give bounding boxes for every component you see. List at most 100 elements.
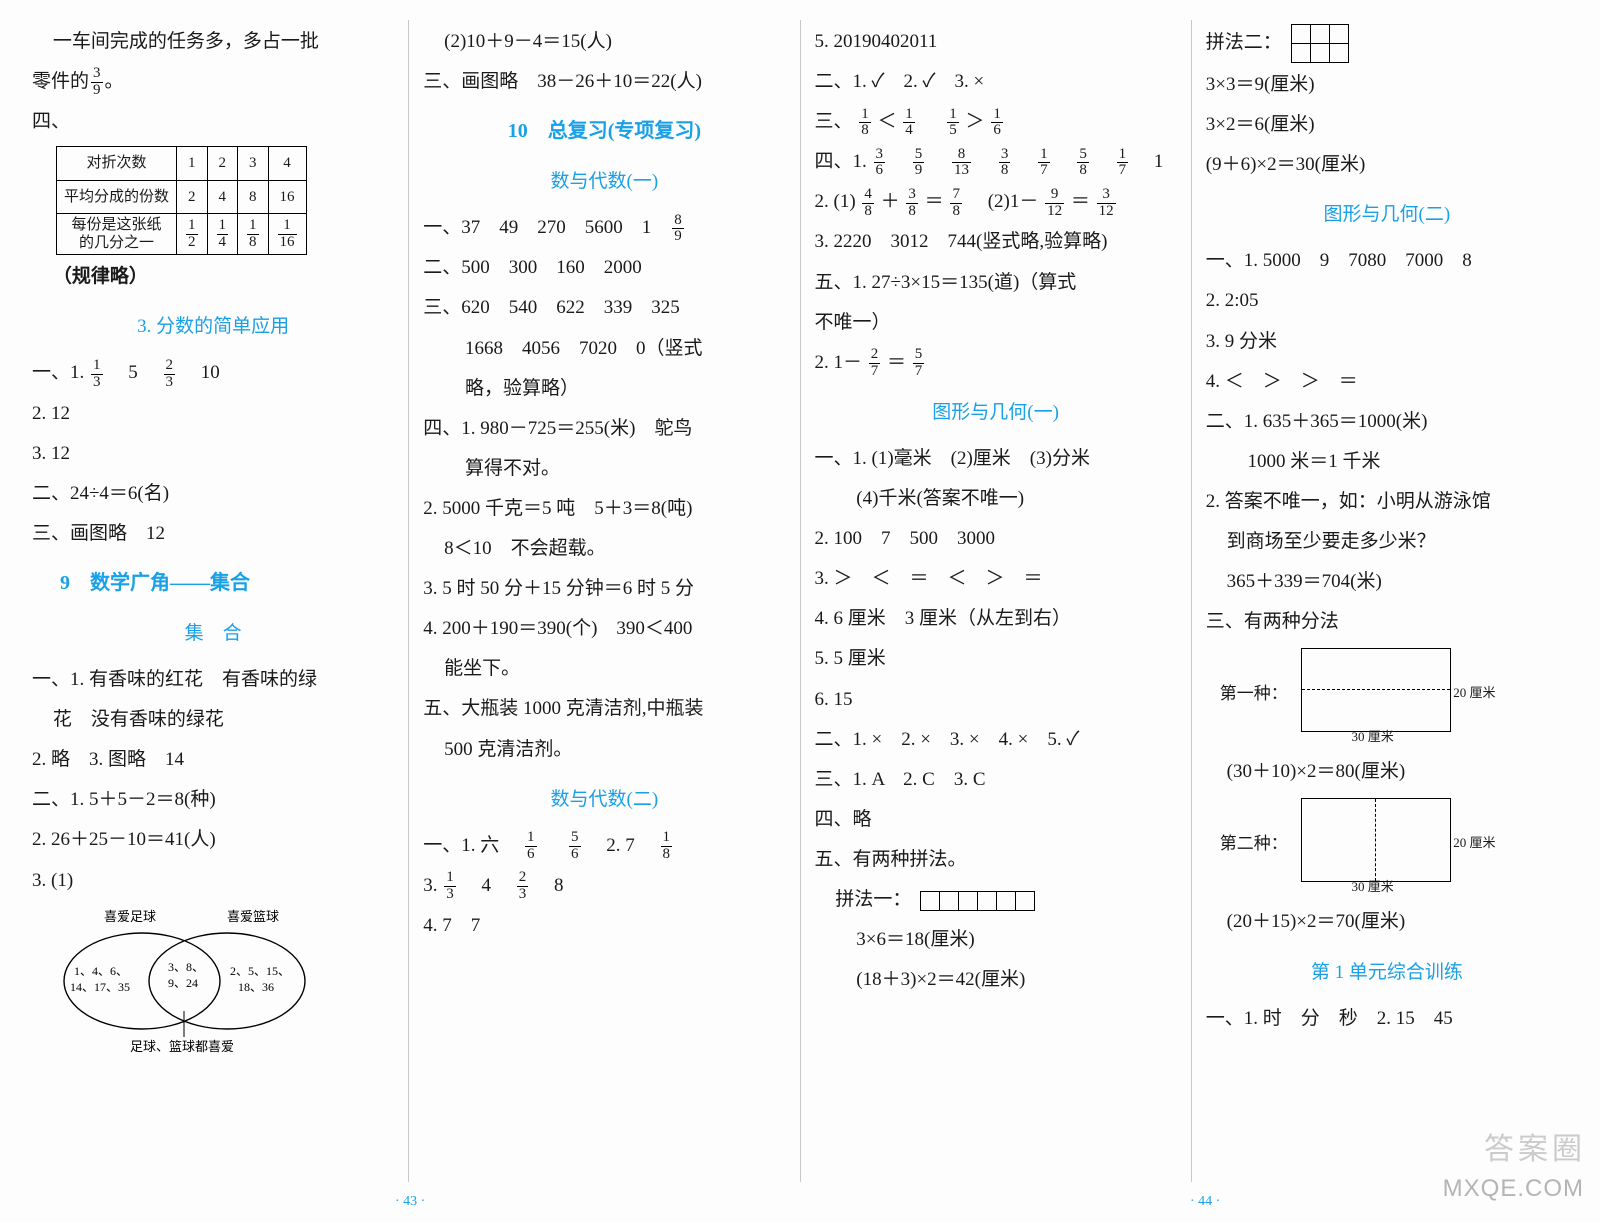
svg-text:1、4、6、: 1、4、6、 <box>74 964 128 978</box>
watermark-small: MXQE.COM <box>1443 1166 1584 1212</box>
text: 二、500 300 160 2000 <box>423 250 785 286</box>
t: 第一种： <box>1220 648 1288 710</box>
t: 2. 1－ <box>815 352 863 373</box>
fraction: 39 <box>91 66 103 99</box>
dim: 30 厘米 <box>1352 875 1394 900</box>
text: 算得不对。 <box>423 451 785 487</box>
cell: 14 <box>207 214 238 255</box>
text: 3. 9 分米 <box>1206 324 1568 360</box>
t: 10 <box>182 362 220 383</box>
fraction: 89 <box>672 213 684 246</box>
fraction: 18 <box>661 830 673 863</box>
fraction: 17 <box>1117 147 1129 180</box>
t: 3. <box>423 875 442 896</box>
fold-table: 对折次数 1 2 3 4 平均分成的份数 2 4 8 16 每份是这张纸的几分之… <box>56 146 307 255</box>
text: 五、有两种拼法。 <box>815 842 1177 878</box>
text: 二、1. 635＋365＝1000(米) <box>1206 404 1568 440</box>
fraction: 16 <box>525 830 537 863</box>
heading-set: 9 数学广角——集合 <box>32 564 394 602</box>
cell: 18 <box>238 214 269 255</box>
t: 2. 7 <box>587 835 654 856</box>
text: 四、 <box>32 104 394 140</box>
t: 第二种： <box>1220 798 1288 860</box>
fraction: 36 <box>874 147 886 180</box>
page: 一车间完成的任务多，多占一批 零件的39。 四、 对折次数 1 2 3 4 平均… <box>0 0 1600 1222</box>
svg-text:2、5、15、: 2、5、15、 <box>230 964 290 978</box>
fraction: 912 <box>1045 187 1064 220</box>
text: 1668 4056 7020 0（竖式 <box>423 331 785 367</box>
t <box>543 835 562 856</box>
cell: 1 <box>177 147 208 181</box>
text: 一、1. 有香味的红花 有香味的绿 <box>32 662 394 698</box>
text: 500 克清洁剂。 <box>423 732 785 768</box>
text: 2. 12 <box>32 396 394 432</box>
text: 4. 200＋190＝390(个) 390＜400 <box>423 611 785 647</box>
text: 一车间完成的任务多，多占一批 <box>32 24 394 60</box>
pinfa-1: 拼法一： <box>815 882 1177 918</box>
cell: 2 <box>177 180 208 214</box>
text: 2. 1－ 27 ＝ 57 <box>815 345 1177 381</box>
svg-text:14、17、35: 14、17、35 <box>70 980 130 994</box>
fraction: 14 <box>903 107 915 140</box>
text: (9＋6)×2＝30(厘米) <box>1206 147 1568 183</box>
text: 2. 2:05 <box>1206 283 1568 319</box>
t: 8 <box>535 875 564 896</box>
text: 3. 12 <box>32 436 394 472</box>
text: 零件的39。 <box>32 64 394 100</box>
text: 一、1. 时 分 秒 2. 15 45 <box>1206 1001 1568 1037</box>
text: 3×6＝18(厘米) <box>815 922 1177 958</box>
t: ＝ <box>1071 191 1090 212</box>
dim: 20 厘米 <box>1453 681 1495 706</box>
text: 1000 米＝1 千米 <box>1206 444 1568 480</box>
text: 8＜10 不会超载。 <box>423 531 785 567</box>
t: 1 <box>1135 151 1164 172</box>
dim: 30 厘米 <box>1352 725 1394 750</box>
t: 四、1. <box>815 151 872 172</box>
text: （规律略） <box>32 259 394 295</box>
text: 能坐下。 <box>423 651 785 687</box>
fraction: 13 <box>444 870 456 903</box>
text: 一、1. 5000 9 7080 7000 8 <box>1206 243 1568 279</box>
text: 3. 13 4 23 8 <box>423 868 785 904</box>
svg-text:18、36: 18、36 <box>238 980 274 994</box>
text: 一、37 49 270 5600 1 89 <box>423 210 785 246</box>
t: 2. (1) <box>815 191 856 212</box>
text: 四、略 <box>815 802 1177 838</box>
text: (4)千米(答案不唯一) <box>815 481 1177 517</box>
text: (2)10＋9－4＝15(人) <box>423 24 785 60</box>
text: (18＋3)×2＝42(厘米) <box>815 962 1177 998</box>
text: 四、1. 36 59 813 38 17 58 17 1 <box>815 144 1177 180</box>
t: ＜ <box>878 111 897 132</box>
fraction: 56 <box>569 830 581 863</box>
fraction: 23 <box>517 870 529 903</box>
text: 4. ＜ ＞ ＞ ＝ <box>1206 364 1568 400</box>
heading-algebra-1: 数与代数(一) <box>423 164 785 200</box>
text: 三、 18 ＜ 14 15 ＞ 16 <box>815 104 1177 140</box>
svg-text:足球、篮球都喜爱: 足球、篮球都喜爱 <box>130 1039 234 1053</box>
text: 2. 答案不唯一，如：小明从游泳馆 <box>1206 484 1568 520</box>
text: 3. (1) <box>32 863 394 899</box>
svg-text:9、24: 9、24 <box>168 976 198 990</box>
text: 三、画图略 38－26＋10＝22(人) <box>423 64 785 100</box>
text: 五、大瓶装 1000 克清洁剂,中瓶装 <box>423 691 785 727</box>
heading-algebra-2: 数与代数(二) <box>423 782 785 818</box>
grid-1x6-icon <box>920 891 1035 911</box>
subheading-set: 集 合 <box>32 616 394 652</box>
text: 4. 7 7 <box>423 908 785 944</box>
page-number-right: · 44 · <box>1190 1189 1220 1216</box>
fraction: 38 <box>906 187 918 220</box>
cell: 12 <box>177 214 208 255</box>
text: 一、1. 六 16 56 2. 7 18 <box>423 828 785 864</box>
fraction: 312 <box>1097 187 1116 220</box>
text: 2. (1) 48 ＋ 38 ＝ 78 (2)1－ 912 ＝ 312 <box>815 184 1177 220</box>
text: 一、1. 13 5 23 10 <box>32 355 394 391</box>
text: 二、1. ✓ 2. ✓ 3. × <box>815 64 1177 100</box>
venn-right-label: 喜爱篮球 <box>227 909 279 924</box>
rect-split-2: 第二种： 20 厘米 30 厘米 <box>1220 798 1568 882</box>
heading-fraction-app: 3. 分数的简单应用 <box>32 309 394 345</box>
text: 2. 略 3. 图略 14 <box>32 742 394 778</box>
text: 2. 5000 千克＝5 吨 5＋3＝8(吨) <box>423 491 785 527</box>
text: 三、有两种分法 <box>1206 604 1568 640</box>
fraction: 13 <box>91 358 103 391</box>
pinfa-2: 拼法二： <box>1206 24 1568 63</box>
